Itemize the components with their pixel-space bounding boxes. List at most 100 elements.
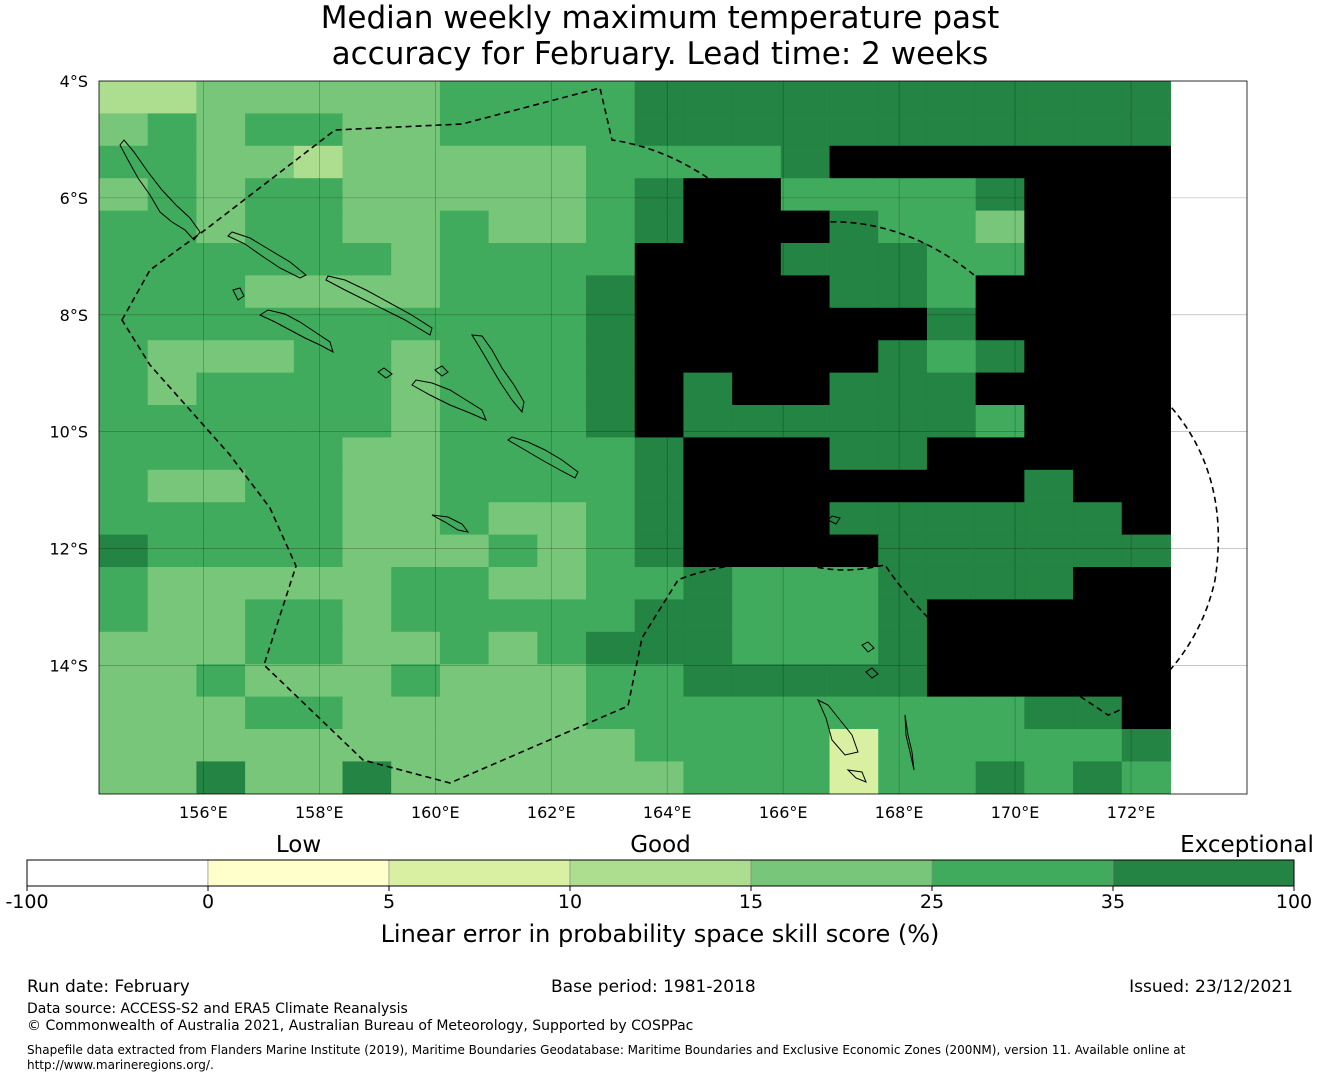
skill-cell (586, 275, 636, 309)
skill-cell (975, 664, 1025, 698)
skill-cell (196, 567, 246, 600)
skill-cell (1024, 307, 1074, 341)
graticule (99, 81, 1247, 794)
skill-cell (732, 502, 782, 536)
skill-cell (586, 372, 636, 406)
skill-cell (829, 599, 879, 633)
skill-cell (1121, 275, 1171, 309)
skill-cell (488, 340, 538, 374)
colorbar-bin (931, 859, 1114, 887)
skill-cell (683, 469, 733, 503)
skill-cell (439, 567, 490, 600)
skill-cell (634, 372, 684, 406)
skill-cell (1073, 502, 1123, 536)
skill-cell (147, 469, 197, 503)
skill-cell (878, 307, 928, 341)
longitude-label: 170°E (991, 803, 1040, 822)
island-guadalcanal (411, 379, 487, 421)
skill-cell (391, 307, 441, 341)
skill-cell (586, 178, 636, 212)
skill-cell (732, 243, 782, 276)
skill-cell (878, 534, 928, 568)
skill-cell (488, 761, 538, 794)
skill-cell (196, 340, 246, 374)
skill-cell (926, 178, 977, 212)
skill-cell (293, 664, 344, 698)
skill-cell (439, 437, 490, 471)
skill-cell (586, 729, 636, 762)
skill-cell (1121, 437, 1171, 471)
skill-cell (1024, 437, 1074, 471)
colorbar-tick-label: 25 (920, 891, 944, 913)
skill-cell (1024, 469, 1074, 503)
skill-cell (196, 599, 246, 633)
skill-cell (245, 178, 295, 212)
skill-cell (829, 729, 879, 762)
skill-cell (439, 81, 490, 114)
longitude-label: 158°E (295, 803, 344, 822)
skill-cell (342, 307, 392, 341)
skill-cell (878, 469, 928, 503)
colorbar-bin (26, 859, 209, 887)
skill-cell (245, 113, 295, 147)
skill-cell (439, 210, 490, 244)
skill-cell (147, 631, 197, 665)
skill-cell (391, 469, 441, 503)
skill-cell (342, 567, 392, 600)
skill-cell (99, 729, 149, 762)
skill-cell (926, 729, 977, 762)
skill-cell (634, 178, 684, 212)
skill-cell (342, 534, 392, 568)
skill-cell (926, 469, 977, 503)
skill-cell (878, 664, 928, 698)
skill-cell (342, 631, 392, 665)
skill-cell (878, 437, 928, 471)
skill-cell (829, 113, 879, 147)
skill-cell (1121, 534, 1171, 568)
longitude-label: 166°E (759, 803, 808, 822)
skill-cell (634, 405, 684, 438)
skill-cell (780, 178, 831, 212)
skill-cell (1073, 696, 1123, 730)
skill-cell (1073, 210, 1123, 244)
skill-cell (634, 210, 684, 244)
skill-cell (732, 145, 782, 179)
skill-cell (196, 307, 246, 341)
skill-cell (99, 599, 149, 633)
skill-cell (439, 243, 490, 276)
skill-cell (245, 793, 295, 794)
base-period: Base period: 1981-2018 (551, 977, 756, 997)
skill-cell (878, 696, 928, 730)
skill-cell (1073, 178, 1123, 212)
skill-cell (634, 113, 684, 147)
skill-cell (1024, 696, 1074, 730)
skill-cell (391, 372, 441, 406)
skill-cell (245, 502, 295, 536)
skill-cell (245, 534, 295, 568)
skill-cell (683, 275, 733, 309)
skill-cell (342, 178, 392, 212)
skill-cell (780, 631, 831, 665)
skill-cell (1024, 534, 1074, 568)
skill-cell (1024, 567, 1074, 600)
skill-cell (634, 307, 684, 341)
skill-cell (926, 405, 977, 438)
skill-cell (1121, 631, 1171, 665)
skill-cell (342, 340, 392, 374)
skill-cell (488, 502, 538, 536)
skill-cell (1121, 372, 1171, 406)
skill-cell (99, 210, 149, 244)
skill-cell (293, 534, 344, 568)
skill-cell (829, 210, 879, 244)
skill-cell (391, 631, 441, 665)
skill-cell (99, 469, 149, 503)
island-maewo (904, 714, 915, 771)
skill-cell (439, 664, 490, 698)
skill-cell (1073, 599, 1123, 633)
skill-cell (683, 599, 733, 633)
skill-cell (99, 178, 149, 212)
skill-cell (293, 113, 344, 147)
skill-cell (732, 307, 782, 341)
skill-cell (99, 405, 149, 438)
skill-cell (926, 664, 977, 698)
